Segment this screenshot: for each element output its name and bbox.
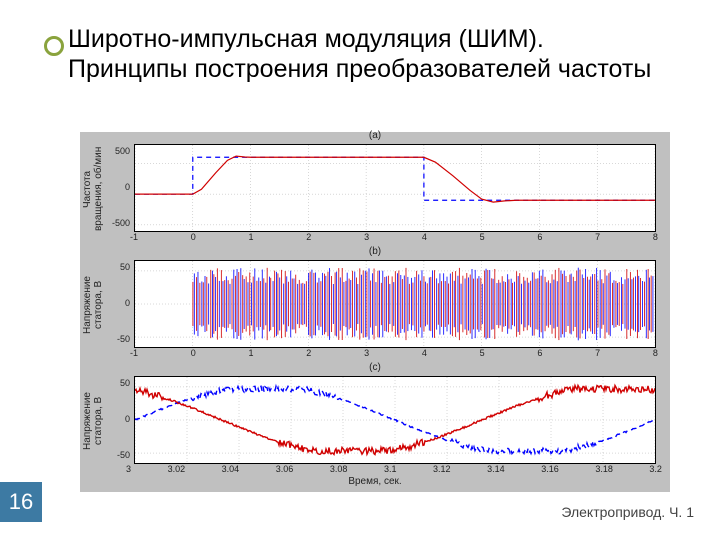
panel-a-label: (a) [80,130,670,141]
global-xlabel: Время, сек. [80,476,670,487]
panel-b [134,260,656,348]
bullet-icon [44,36,64,56]
panel-c [134,376,656,464]
chart-container: (a) Частота вращения, об/мин 5000-500 -1… [80,132,670,492]
panel-b-yticks: 500-50 [96,262,130,344]
page-title: Широтно-импульсная модуляция (ШИМ). Прин… [68,24,668,84]
panel-a-xticks: -1012345678 [130,232,658,242]
panel-b-label: (b) [80,246,670,257]
title-block: Широтно-импульсная модуляция (ШИМ). Прин… [68,24,668,84]
slide: Широтно-импульсная модуляция (ШИМ). Прин… [0,0,720,540]
panel-c-yticks: 500-50 [96,378,130,460]
panel-c-xticks: 33.023.043.063.083.13.123.143.163.183.2 [126,464,662,474]
panel-c-label: (c) [80,362,670,373]
panel-a [134,144,656,232]
footer-text: Электропривод. Ч. 1 [561,504,694,520]
panel-a-yticks: 5000-500 [96,146,130,228]
panel-b-xticks: -1012345678 [130,348,658,358]
page-number-badge: 16 [0,482,42,522]
